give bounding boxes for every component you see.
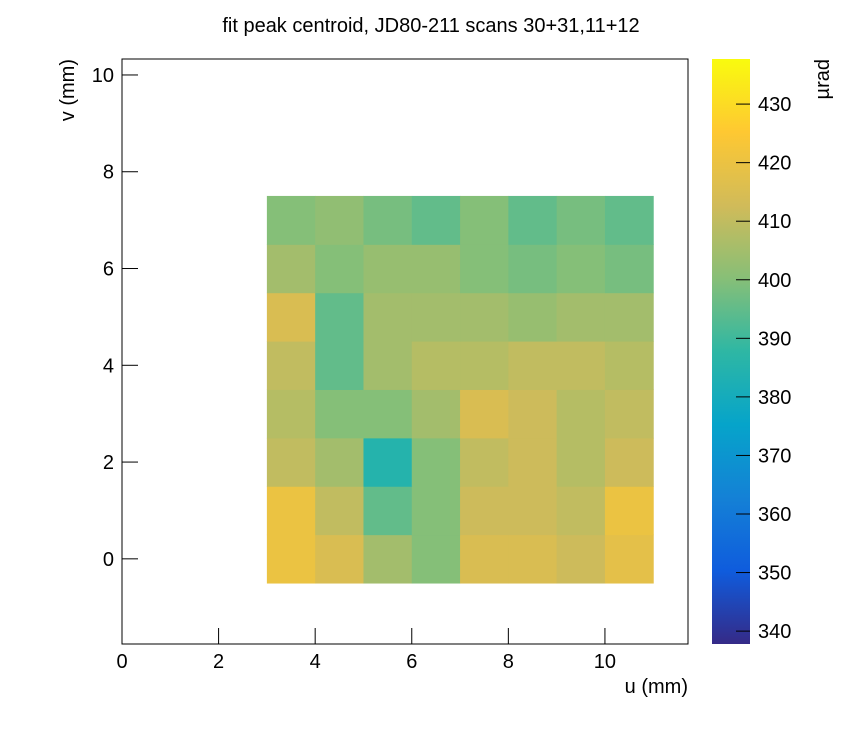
heatmap-cell [363,437,413,487]
heatmap-cell [460,244,509,294]
heatmap-cell [460,486,509,536]
colorbar-title: µrad [812,59,834,99]
colorbar-tick-label: 420 [758,153,791,175]
heatmap-cell [604,341,654,390]
heatmap-cell [411,195,461,245]
x-tick-label: 2 [213,651,224,673]
heatmap-cell [315,341,364,390]
heatmap-cell [266,534,316,584]
heatmap-cell [363,534,413,584]
x-axis-title: u (mm) [625,676,688,698]
heatmap-cell [508,244,558,294]
heatmap-cell [508,341,558,390]
colorbar-tick-label: 380 [758,387,791,409]
heatmap-cell [604,486,654,536]
heatmap-cell [508,195,558,245]
y-tick-label: 6 [103,259,114,281]
heatmap-cell [508,486,558,536]
heatmap-cell [363,195,413,245]
colorbar-tick-label: 370 [758,445,791,467]
heatmap-cell [411,486,461,536]
heatmap-cell [411,341,461,390]
heatmap-cell [556,244,606,294]
heatmap-cell [266,244,316,294]
heatmap-cell [363,486,413,536]
plot-frame [121,58,689,645]
y-tick-label: 2 [103,452,114,474]
heatmap-cell [604,195,654,245]
heatmap-cell [315,292,364,342]
x-tick-label: 0 [116,651,127,673]
heatmap-cell [460,437,509,487]
heatmap-cell [363,341,413,390]
heatmap-cell [604,244,654,294]
heatmap-cell [604,534,654,584]
heatmap-cell [604,437,654,487]
y-tick-label: 4 [103,355,114,377]
heatmap-cell [411,292,461,342]
heatmap-cell [363,389,413,439]
colorbar-tick-label: 430 [758,94,791,116]
y-tick-label: 0 [103,549,114,571]
colorbar-tick-label: 390 [758,328,791,350]
heatmap-cell [266,486,316,536]
y-tick-label: 10 [92,65,114,87]
heatmap-cell [363,292,413,342]
heatmap-cell [315,534,364,584]
heatmap-cell [604,292,654,342]
y-axis-title: v (mm) [57,59,79,121]
heatmap-cell [266,341,316,390]
heatmap-cell [266,292,316,342]
heatmap-cell [460,292,509,342]
heatmap-cell [508,534,558,584]
heatmap-cell [460,195,509,245]
heatmap-cell [411,534,461,584]
chart-title: fit peak centroid, JD80-211 scans 30+31,… [222,15,639,37]
colorbar-tick-label: 410 [758,211,791,233]
heatmap-cell [411,389,461,439]
heatmap-cell [556,534,606,584]
heatmap-cell [266,389,316,439]
heatmap-cell [266,195,316,245]
heatmap-cell [556,486,606,536]
heatmap-cell [508,437,558,487]
heatmap [266,195,654,584]
heatmap-cell [556,292,606,342]
heatmap-cell [460,389,509,439]
heatmap-cell [508,292,558,342]
x-tick-label: 4 [310,651,321,673]
heatmap-cell [363,244,413,294]
heatmap-cell [411,437,461,487]
heatmap-cell [556,437,606,487]
heatmap-cell [604,389,654,439]
x-tick-label: 10 [594,651,616,673]
heatmap-cell [460,534,509,584]
heatmap-cell [266,437,316,487]
colorbar-tick-label: 400 [758,270,791,292]
x-tick-label: 8 [503,651,514,673]
heatmap-cell [411,244,461,294]
heatmap-cell [315,437,364,487]
heatmap-cell [315,244,364,294]
x-tick-label: 6 [406,651,417,673]
colorbar-tick-label: 360 [758,504,791,526]
heatmap-cell [556,341,606,390]
heatmap-cell [556,195,606,245]
heatmap-cell [508,389,558,439]
colorbar [712,59,750,644]
heatmap-cell [315,389,364,439]
colorbar-tick-label: 340 [758,621,791,643]
heatmap-cell [315,486,364,536]
heatmap-cell [556,389,606,439]
colorbar-tick-label: 350 [758,563,791,585]
y-tick-label: 8 [103,162,114,184]
heatmap-cell [460,341,509,390]
heatmap-cell [315,195,364,245]
